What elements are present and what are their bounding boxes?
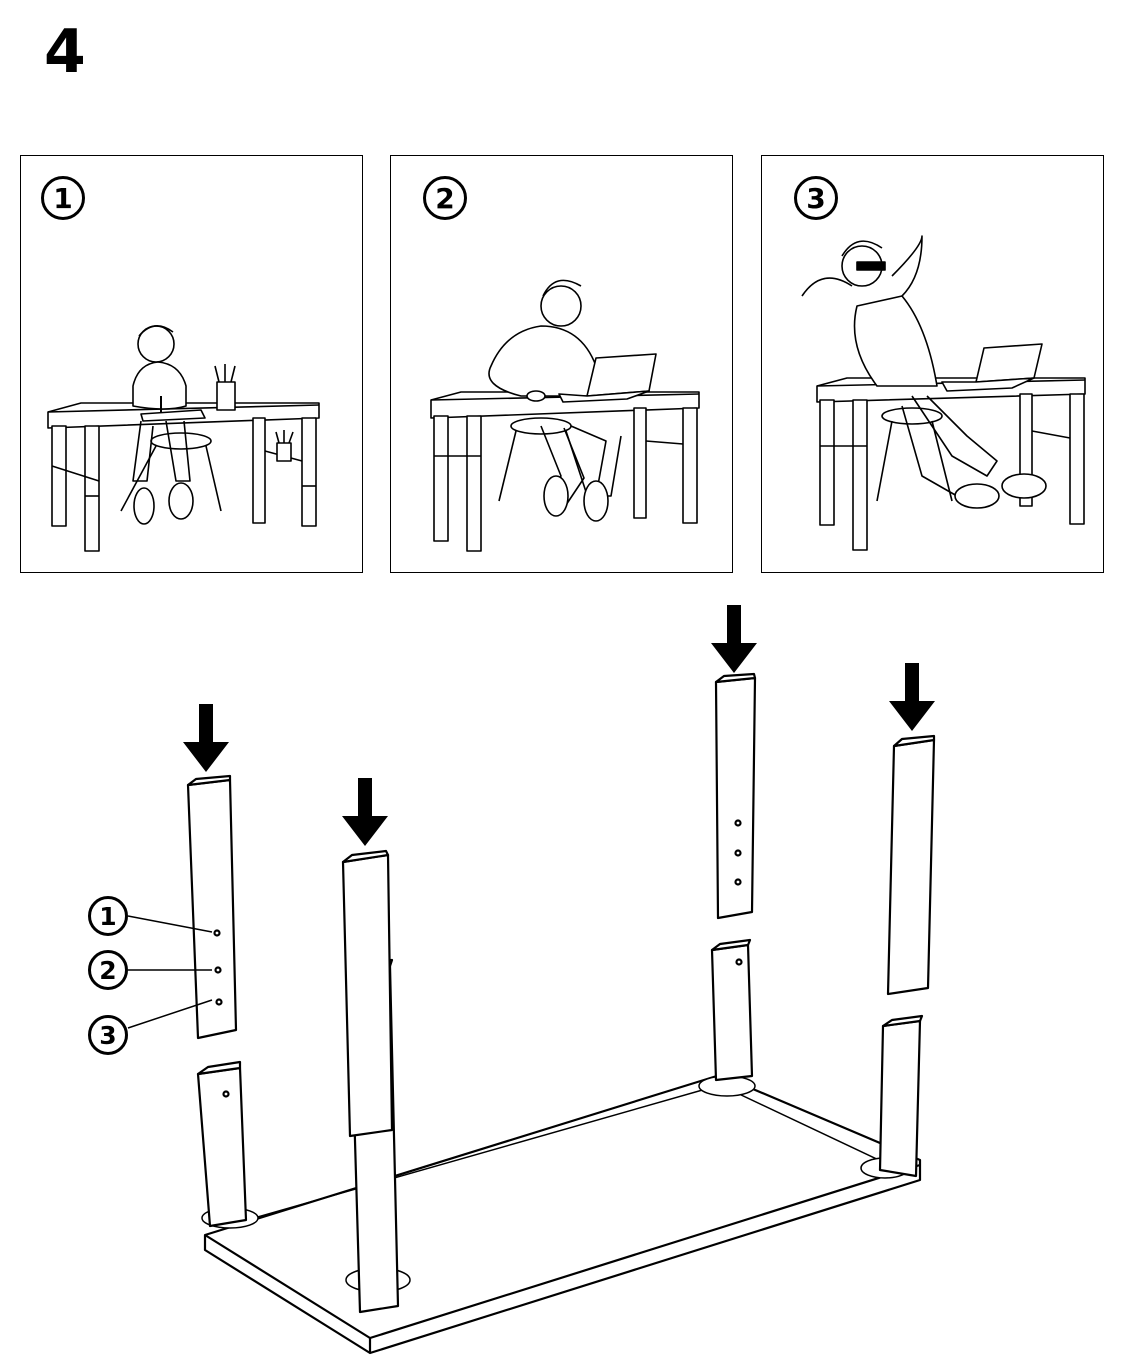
step-number: 4 (44, 17, 86, 87)
desktop-panel (203, 1073, 922, 1355)
adjustable-leg-1 (186, 774, 238, 1040)
panel-number-badge: 2 (423, 176, 467, 220)
teen-desk-illustration (430, 279, 700, 552)
hole-position-callout-2: 2 (88, 950, 128, 990)
adjustable-leg-2 (341, 849, 394, 1138)
hole-position-callout-3: 3 (88, 1015, 128, 1055)
height-setting-panel-3: 3 (761, 155, 1104, 573)
adjustable-leg-3 (714, 672, 757, 920)
hole-position-callout-1: 1 (88, 896, 128, 936)
fixed-leg-right-back (710, 938, 754, 1082)
height-setting-panel-2: 2 (390, 155, 733, 573)
fixed-leg-right-front (878, 1014, 924, 1178)
adjustable-leg-4 (886, 734, 936, 996)
panel-number-badge: 3 (794, 176, 838, 220)
leg-assembly-illustration (127, 605, 936, 1355)
panel-number-badge: 1 (41, 176, 85, 220)
down-arrow-icon (183, 605, 935, 846)
child-desk-illustration (47, 325, 320, 552)
adult-desk-illustration (801, 235, 1086, 551)
height-setting-panel-1: 1 (20, 155, 363, 573)
fixed-leg-left-back (196, 1060, 248, 1228)
